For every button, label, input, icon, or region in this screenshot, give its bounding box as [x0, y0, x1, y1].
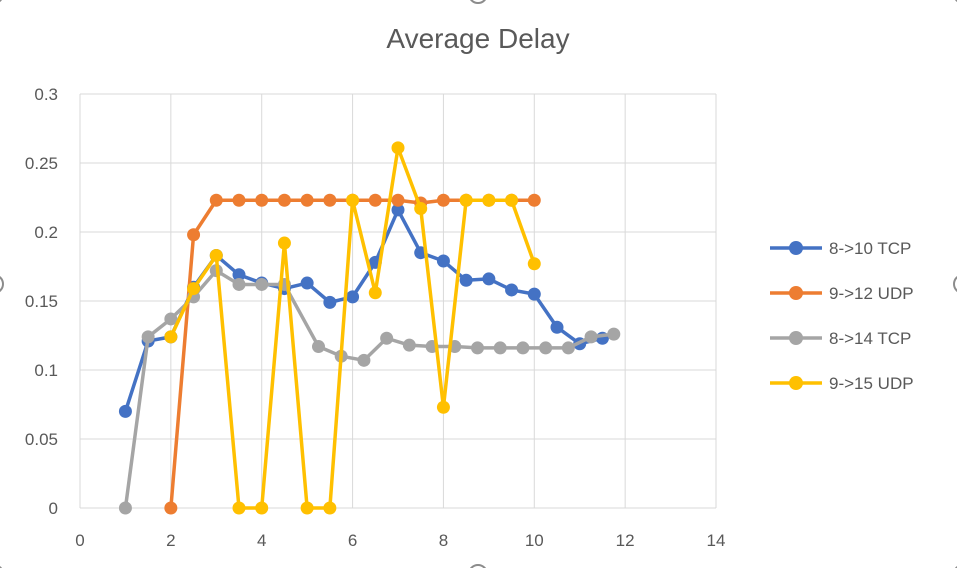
data-point: [346, 290, 360, 304]
data-point: [459, 193, 473, 207]
data-point: [209, 248, 223, 262]
data-point: [505, 193, 519, 207]
y-tick-label: 0.25: [25, 154, 58, 173]
x-tick-label: 10: [525, 531, 544, 550]
data-point: [209, 193, 223, 207]
data-point: [414, 202, 428, 216]
data-point: [187, 282, 201, 296]
data-point: [187, 228, 201, 242]
data-point: [323, 295, 337, 309]
y-tick-label: 0.15: [25, 292, 58, 311]
legend: 8->10 TCP 9->12 UDP 8->14 TCP 9->15 UDP: [770, 239, 914, 393]
resize-handle-right[interactable]: [953, 275, 957, 293]
data-point: [482, 272, 496, 286]
series-group: [118, 141, 621, 515]
legend-label: 8->14 TCP: [829, 329, 911, 348]
data-point: [323, 193, 337, 207]
x-tick-label: 0: [75, 531, 84, 550]
y-tick-label: 0.05: [25, 430, 58, 449]
data-point: [118, 404, 132, 418]
y-tick-label: 0.1: [34, 361, 58, 380]
x-tick-label: 14: [707, 531, 726, 550]
x-tick-label: 12: [616, 531, 635, 550]
data-point: [550, 320, 564, 334]
legend-item: 9->15 UDP: [770, 374, 914, 393]
axis-ticks: 0 0.05 0.1 0.15 0.2 0.25 0.3 0 2 4 6 8 10 12 14: [25, 85, 726, 550]
data-point: [391, 141, 405, 155]
data-point: [368, 193, 382, 207]
legend-label: 8->10 TCP: [829, 239, 911, 258]
data-point: [300, 276, 314, 290]
data-point: [312, 340, 325, 354]
data-point: [459, 273, 473, 287]
data-point: [527, 193, 541, 207]
data-point: [380, 331, 394, 345]
data-point: [300, 501, 314, 515]
data-point: [255, 277, 269, 291]
resize-handle-left[interactable]: [0, 275, 4, 293]
data-point: [255, 193, 269, 207]
data-point: [584, 330, 598, 344]
data-point: [232, 268, 246, 282]
data-point: [277, 236, 291, 250]
x-tick-label: 6: [348, 531, 357, 550]
data-point: [164, 501, 178, 515]
legend-item: 8->10 TCP: [770, 239, 911, 258]
data-point: [436, 400, 450, 414]
data-point: [164, 330, 178, 344]
data-point: [232, 501, 246, 515]
x-tick-label: 2: [166, 531, 175, 550]
legend-marker: [789, 331, 803, 345]
y-tick-label: 0.2: [34, 223, 58, 242]
legend-label: 9->15 UDP: [829, 374, 914, 393]
data-point: [436, 254, 450, 268]
legend-item: 9->12 UDP: [770, 284, 914, 303]
data-point: [402, 338, 416, 352]
legend-marker: [789, 241, 803, 255]
y-tick-label: 0.3: [34, 85, 58, 104]
legend-marker: [789, 376, 803, 390]
data-point: [482, 193, 496, 207]
data-point: [436, 193, 450, 207]
y-tick-label: 0: [49, 499, 58, 518]
data-point: [539, 341, 553, 355]
x-tick-label: 8: [439, 531, 448, 550]
data-point: [141, 330, 155, 344]
data-point: [300, 193, 314, 207]
data-point: [607, 327, 621, 341]
data-point: [493, 341, 507, 355]
data-point: [527, 287, 541, 301]
series-line: [123, 268, 614, 509]
legend-item: 8->14 TCP: [770, 329, 911, 348]
data-point: [255, 501, 269, 515]
resize-handle-top[interactable]: [469, 0, 487, 4]
data-point: [505, 283, 519, 297]
data-point: [561, 341, 575, 355]
data-point: [527, 257, 541, 271]
data-point: [164, 312, 178, 326]
data-point: [516, 341, 530, 355]
legend-marker: [789, 286, 803, 300]
data-point: [277, 193, 291, 207]
series-3: [164, 141, 541, 515]
data-point: [357, 353, 371, 367]
data-point: [346, 193, 360, 207]
x-tick-label: 4: [257, 531, 266, 550]
data-point: [323, 501, 337, 515]
data-point: [232, 193, 246, 207]
data-point: [391, 203, 405, 217]
data-point: [232, 277, 246, 291]
data-point: [368, 286, 382, 300]
data-point: [118, 501, 132, 515]
resize-handle-top-left[interactable]: [0, 0, 3, 3]
data-point: [471, 341, 484, 355]
series-2: [118, 264, 621, 515]
data-point: [391, 193, 405, 207]
legend-label: 9->12 UDP: [829, 284, 914, 303]
chart-title: Average Delay: [386, 23, 569, 54]
